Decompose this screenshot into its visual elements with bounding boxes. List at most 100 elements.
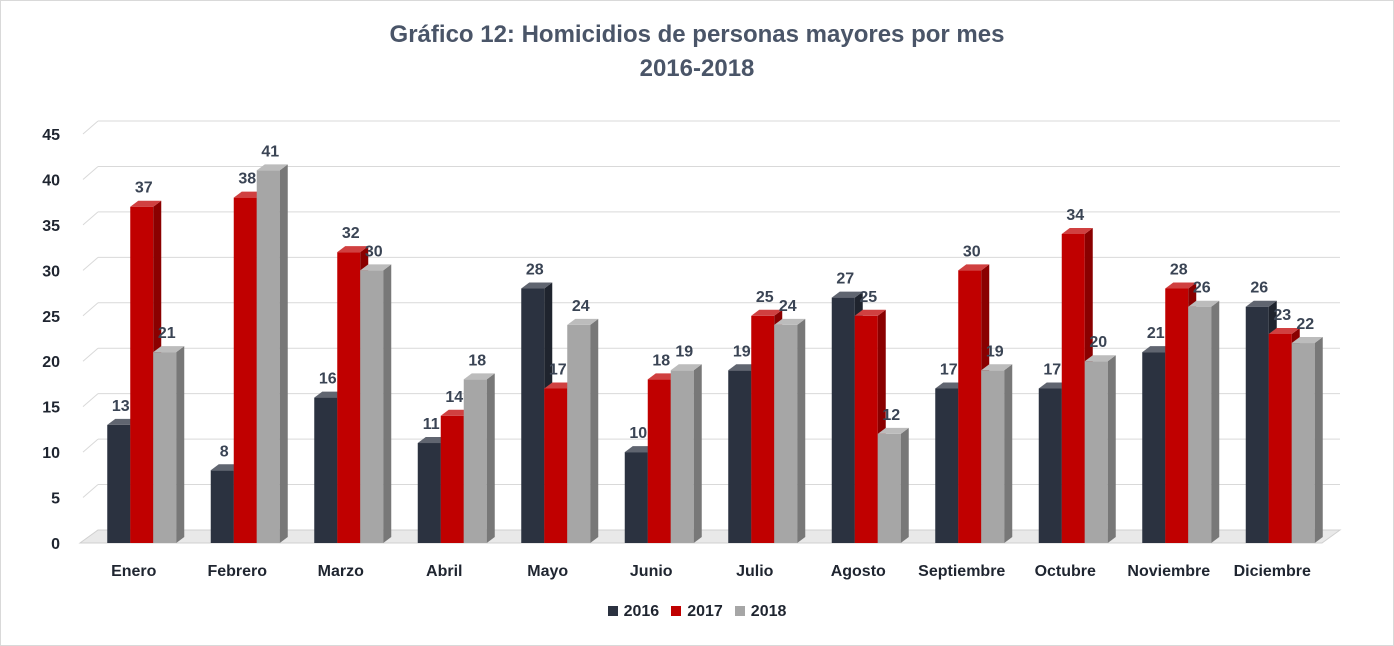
data-label: 30 [365, 243, 383, 260]
chart-floor [78, 529, 1342, 544]
data-label: 37 [135, 180, 153, 197]
bar-top [521, 282, 553, 289]
y-tick-label: 45 [42, 127, 60, 144]
x-tick-label: Octubre [1035, 563, 1096, 580]
data-label: 28 [526, 262, 544, 279]
gridline-diag [82, 120, 99, 135]
bar-top [751, 309, 783, 316]
bar-front [440, 415, 464, 543]
data-label: 24 [572, 298, 590, 315]
bar-top [256, 164, 288, 171]
data-label: 32 [342, 225, 360, 242]
bar-top [1291, 337, 1323, 344]
bar-top [1188, 300, 1220, 307]
x-tick-label: Febrero [207, 563, 267, 580]
y-tick-label: 15 [42, 400, 60, 417]
bar-front [1038, 388, 1062, 543]
bar-top [877, 427, 909, 434]
bar-top [1061, 227, 1093, 234]
bar-top [1268, 327, 1300, 334]
data-label: 27 [836, 271, 854, 288]
legend-label: 2017 [687, 603, 723, 620]
gridline-diag [82, 166, 99, 180]
legend-item: 2016 [607, 603, 660, 621]
bar-front [521, 288, 545, 543]
bar-front [935, 388, 959, 543]
x-tick-label: Abril [426, 563, 462, 580]
bar-front [463, 379, 487, 543]
bar-side [590, 318, 599, 543]
data-labels: 13 37 21 8 38 41 16 32 30 11 14 18 28 17 24 10 18 19 19 25 2… [112, 143, 1314, 460]
data-label: 24 [779, 298, 797, 315]
bar-front [233, 197, 257, 543]
y-tick-label: 30 [42, 263, 60, 280]
gridlines [82, 120, 1340, 544]
floor-plane [78, 529, 1342, 544]
x-tick-label: Marzo [318, 563, 364, 580]
bar-side [1004, 364, 1013, 543]
chart-title-line: Gráfico 12: Homicidios de personas mayor… [389, 21, 1005, 48]
bar-front [360, 270, 384, 543]
x-tick-label: Julio [736, 563, 774, 580]
bar [567, 318, 599, 543]
data-label: 28 [1170, 262, 1188, 279]
bar [981, 364, 1013, 543]
y-axis: 0 5 10 15 20 25 30 35 40 45 [42, 127, 60, 553]
data-label: 19 [733, 343, 751, 360]
bar-side [1314, 337, 1323, 543]
bar-front [774, 324, 798, 543]
x-axis: Enero Febrero Marzo Abril Mayo Junio Julio Agos… [111, 563, 1311, 580]
data-label: 16 [319, 371, 337, 388]
x-tick-label: Enero [111, 563, 157, 580]
data-label: 25 [756, 289, 774, 306]
bar-side [279, 164, 288, 543]
bar-top [360, 264, 392, 271]
bar-top [1084, 355, 1116, 362]
data-label: 21 [1147, 325, 1165, 342]
gridline-diag [82, 484, 99, 498]
bar-front [728, 370, 752, 543]
legend-swatch [607, 606, 618, 616]
bar-top [1165, 282, 1197, 289]
data-label: 17 [1043, 361, 1061, 378]
bar-front [567, 324, 591, 543]
data-label: 41 [261, 143, 279, 160]
gridline-diag [82, 211, 99, 226]
bar-side [383, 264, 392, 543]
bar [360, 264, 392, 543]
data-label: 12 [882, 407, 900, 424]
bar-top [337, 246, 369, 253]
bar-front [958, 270, 982, 543]
bar-top [567, 318, 599, 325]
bar-front [670, 370, 694, 543]
bars [107, 164, 1323, 543]
bar-side [486, 373, 495, 543]
legend-item: 2017 [671, 603, 723, 621]
bar-front [107, 424, 131, 543]
bar [1084, 355, 1116, 543]
bar-top [153, 346, 185, 353]
bar [670, 364, 702, 543]
bar-front [1165, 288, 1189, 543]
bar-front [1188, 306, 1212, 543]
y-tick-label: 10 [42, 445, 60, 462]
data-label: 23 [1273, 307, 1291, 324]
bar [1291, 337, 1323, 543]
data-label: 11 [423, 416, 440, 433]
data-label: 22 [1296, 316, 1314, 333]
bar-top [1245, 300, 1277, 307]
bar-front [130, 206, 154, 543]
legend-label: 2016 [623, 603, 660, 620]
bar-side [1107, 355, 1116, 543]
bar-front [256, 170, 280, 543]
bar [877, 427, 909, 543]
gridline-diag [82, 347, 99, 362]
bar-front [877, 433, 901, 543]
legend-swatch [734, 606, 745, 616]
bar-top [958, 264, 990, 271]
y-tick-label: 25 [42, 309, 60, 326]
bar-front [1291, 343, 1315, 543]
x-tick-label: Noviembre [1127, 563, 1210, 580]
data-label: 38 [238, 171, 256, 188]
